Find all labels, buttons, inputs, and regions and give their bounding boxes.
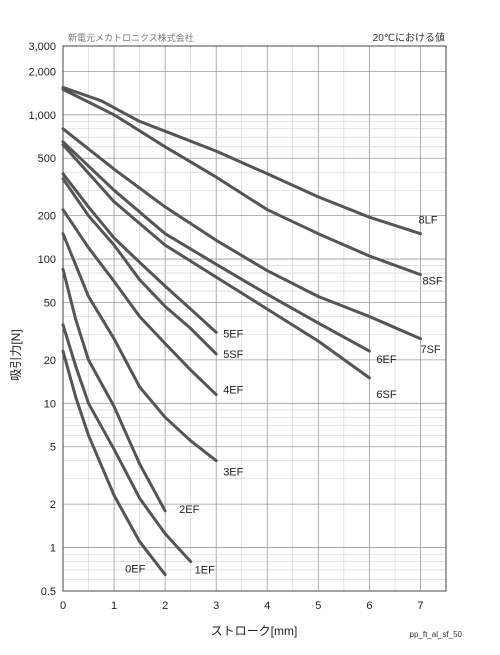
series-line-8sf <box>61 87 422 277</box>
y-tick-label: 10 <box>44 398 56 410</box>
y-tick-label: 5 <box>50 442 56 454</box>
series-line-6ef <box>61 140 371 353</box>
series-line-1ef <box>61 323 193 564</box>
figure-code: pp_ft_al_sf_50 <box>410 630 463 639</box>
series-label-5ef: 5EF <box>223 328 243 340</box>
grid-lines <box>63 46 446 591</box>
series-label-1ef: 1EF <box>195 565 215 577</box>
y-tick-label: 20 <box>44 355 56 367</box>
series-layer <box>61 85 422 577</box>
series-label-4ef: 4EF <box>223 385 243 397</box>
x-tick-label: 1 <box>111 600 117 612</box>
series-label-8lf: 8LF <box>418 215 437 227</box>
x-tick-label: 6 <box>366 600 372 612</box>
series-line-5sf <box>61 177 218 356</box>
series-label-8sf: 8SF <box>422 276 442 288</box>
y-tick-label: 1 <box>50 543 56 555</box>
x-tick-label: 2 <box>162 600 168 612</box>
x-axis-label: ストローク[mm] <box>211 624 298 638</box>
y-tick-label: 2 <box>50 499 56 511</box>
series-label-2ef: 2EF <box>179 504 199 516</box>
series-labels: 0EF 1EF 2EF 3EF 4EF 5SF 5EF 6SF 6EF 7SF 8SF 8LF <box>125 215 443 577</box>
y-tick-label: 1,000 <box>28 110 56 122</box>
series-line-2ef <box>61 267 167 513</box>
x-tick-label: 4 <box>264 600 270 612</box>
plot-frame <box>62 45 447 592</box>
series-label-3ef: 3EF <box>223 467 243 479</box>
series-label-7sf: 7SF <box>420 344 440 356</box>
y-tick-label: 2,000 <box>28 66 56 78</box>
x-tick-label: 7 <box>417 600 423 612</box>
company-name: 新電元メカトロニクス株式会社 <box>68 32 194 43</box>
y-tick-label: 0.5 <box>41 586 56 598</box>
series-line-8lf <box>61 85 422 236</box>
y-tick-label: 50 <box>44 297 56 309</box>
y-tick-label: 3,000 <box>28 41 56 53</box>
series-label-0ef: 0EF <box>125 564 145 576</box>
y-axis-label: 吸引力[N] <box>9 329 23 380</box>
series-line-4ef <box>61 208 218 397</box>
condition-note: 20℃における値 <box>373 31 445 44</box>
y-tick-label: 500 <box>38 153 56 165</box>
y-tick-label: 100 <box>38 254 56 266</box>
series-line-3ef <box>61 232 218 463</box>
x-tick-label: 0 <box>60 600 66 612</box>
series-label-6sf: 6SF <box>376 389 396 401</box>
y-tick-label: 200 <box>38 211 56 223</box>
x-tick-label: 5 <box>315 600 321 612</box>
tick-labels: 0 1 2 3 4 5 6 7 0.5 1 2 5 10 20 50 100 200 500 1,000 2,000 3… <box>28 41 423 612</box>
x-tick-label: 3 <box>213 600 219 612</box>
series-label-6ef: 6EF <box>376 354 396 366</box>
series-line-7sf <box>61 127 422 341</box>
series-label-5sf: 5SF <box>223 349 243 361</box>
series-line-0ef <box>61 349 167 577</box>
series-line-5ef <box>61 172 218 334</box>
series-line-6sf <box>61 143 371 380</box>
